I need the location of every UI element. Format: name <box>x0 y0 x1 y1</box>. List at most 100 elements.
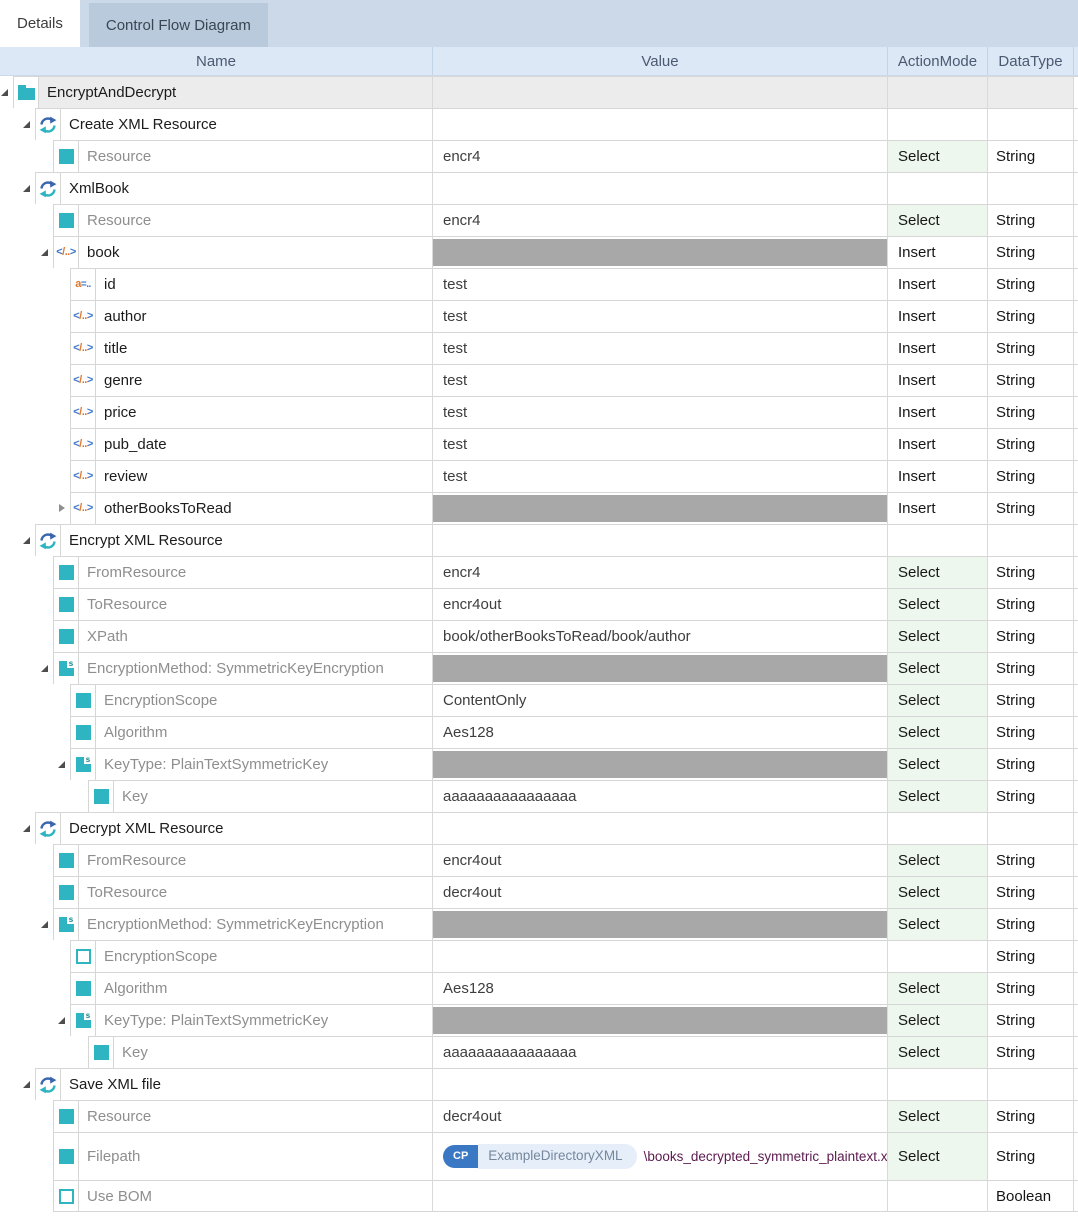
actionmode-cell[interactable]: Insert <box>887 300 987 332</box>
actionmode-cell[interactable] <box>887 108 987 140</box>
value-cell[interactable] <box>432 172 887 204</box>
actionmode-cell[interactable]: Select <box>887 1132 987 1180</box>
unchecked-parameter-icon[interactable] <box>58 1188 74 1204</box>
expander-expanded-icon[interactable] <box>23 184 30 192</box>
actionmode-cell[interactable]: Select <box>887 908 987 940</box>
expander-expanded-icon[interactable] <box>23 536 30 544</box>
tree-row[interactable]: s KeyType: PlainTextSymmetricKey Select Str… <box>0 1004 1078 1036</box>
tree-row[interactable]: XPath book/otherBooksToRead/book/author Se… <box>0 620 1078 652</box>
directory-variable-chip[interactable]: ExampleDirectoryXML <box>478 1143 637 1170</box>
value-cell[interactable]: decr4out <box>432 1100 887 1132</box>
actionmode-cell[interactable]: Select <box>887 876 987 908</box>
actionmode-cell[interactable]: Insert <box>887 268 987 300</box>
checked-parameter-icon[interactable] <box>58 1149 74 1164</box>
actionmode-cell[interactable] <box>887 524 987 556</box>
actionmode-cell[interactable] <box>887 76 987 108</box>
value-cell[interactable]: decr4out <box>432 876 887 908</box>
tree-row[interactable]: Algorithm Aes128 Select String <box>0 972 1078 1004</box>
tree-row[interactable]: Resource decr4out Select String <box>0 1100 1078 1132</box>
value-cell[interactable] <box>432 492 887 524</box>
actionmode-cell[interactable]: Insert <box>887 428 987 460</box>
tree-row[interactable]: FromResource encr4 Select String <box>0 556 1078 588</box>
checked-parameter-icon[interactable] <box>58 565 74 580</box>
actionmode-cell[interactable]: Insert <box>887 396 987 428</box>
value-cell[interactable]: encr4 <box>432 204 887 236</box>
value-cell[interactable]: Aes128 <box>432 972 887 1004</box>
checked-parameter-icon[interactable] <box>58 213 74 228</box>
value-cell[interactable]: Aes128 <box>432 716 887 748</box>
value-cell[interactable] <box>432 1068 887 1100</box>
value-cell[interactable]: test <box>432 396 887 428</box>
actionmode-cell[interactable]: Select <box>887 652 987 684</box>
expander-collapsed-icon[interactable] <box>59 504 65 512</box>
tree-row[interactable]: ToResource encr4out Select String <box>0 588 1078 620</box>
actionmode-cell[interactable]: Select <box>887 1100 987 1132</box>
actionmode-cell[interactable]: Select <box>887 748 987 780</box>
value-cell[interactable]: ContentOnly <box>432 684 887 716</box>
expander-expanded-icon[interactable] <box>23 1080 30 1088</box>
checked-parameter-icon[interactable] <box>58 597 74 612</box>
value-cell[interactable]: encr4 <box>432 556 887 588</box>
actionmode-cell[interactable] <box>887 812 987 844</box>
actionmode-cell[interactable]: Select <box>887 204 987 236</box>
expander-expanded-icon[interactable] <box>23 824 30 832</box>
actionmode-cell[interactable]: Insert <box>887 492 987 524</box>
tree-row[interactable]: Resource encr4 Select String <box>0 204 1078 236</box>
tree-row[interactable]: </..> pub_date test Insert String <box>0 428 1078 460</box>
value-cell[interactable] <box>432 940 887 972</box>
checked-parameter-icon[interactable] <box>58 885 74 900</box>
tree-row[interactable]: s KeyType: PlainTextSymmetricKey Select Str… <box>0 748 1078 780</box>
value-cell[interactable] <box>432 652 887 684</box>
value-cell[interactable] <box>432 1180 887 1212</box>
checked-parameter-icon[interactable] <box>58 149 74 164</box>
value-cell[interactable]: aaaaaaaaaaaaaaaa <box>432 1036 887 1068</box>
expander-expanded-icon[interactable] <box>58 1016 65 1024</box>
value-cell[interactable]: CP ExampleDirectoryXML \books_decrypted_sy… <box>432 1132 887 1180</box>
value-cell[interactable] <box>432 108 887 140</box>
tree-row[interactable]: FromResource encr4out Select String <box>0 844 1078 876</box>
tree-row[interactable]: </..> otherBooksToRead Insert String <box>0 492 1078 524</box>
tree-row[interactable]: </..> title test Insert String <box>0 332 1078 364</box>
value-cell[interactable] <box>432 908 887 940</box>
checked-parameter-icon[interactable] <box>75 981 91 996</box>
actionmode-cell[interactable] <box>887 1180 987 1212</box>
tree-row[interactable]: Create XML Resource <box>0 108 1078 140</box>
value-cell[interactable] <box>432 748 887 780</box>
value-cell[interactable]: test <box>432 332 887 364</box>
value-cell[interactable]: encr4out <box>432 588 887 620</box>
expander-expanded-icon[interactable] <box>1 88 8 96</box>
value-cell[interactable]: test <box>432 364 887 396</box>
actionmode-cell[interactable] <box>887 172 987 204</box>
actionmode-cell[interactable]: Insert <box>887 364 987 396</box>
value-cell[interactable]: encr4out <box>432 844 887 876</box>
actionmode-cell[interactable]: Select <box>887 556 987 588</box>
value-cell[interactable]: book/otherBooksToRead/book/author <box>432 620 887 652</box>
actionmode-cell[interactable]: Select <box>887 780 987 812</box>
tree-row[interactable]: Save XML file <box>0 1068 1078 1100</box>
tree-row[interactable]: </..> genre test Insert String <box>0 364 1078 396</box>
value-cell[interactable] <box>432 1004 887 1036</box>
checked-parameter-icon[interactable] <box>58 853 74 868</box>
tree-row[interactable]: Use BOM Boolean <box>0 1180 1078 1212</box>
actionmode-cell[interactable] <box>887 940 987 972</box>
expander-expanded-icon[interactable] <box>41 664 48 672</box>
actionmode-cell[interactable]: Select <box>887 1004 987 1036</box>
checked-parameter-icon[interactable] <box>93 789 109 804</box>
value-cell[interactable] <box>432 76 887 108</box>
checked-parameter-icon[interactable] <box>58 629 74 644</box>
tree-row[interactable]: Resource encr4 Select String <box>0 140 1078 172</box>
tree-row[interactable]: s EncryptionMethod: SymmetricKeyEncryptio… <box>0 652 1078 684</box>
checked-parameter-icon[interactable] <box>93 1045 109 1060</box>
unchecked-parameter-icon[interactable] <box>75 949 91 964</box>
expander-expanded-icon[interactable] <box>23 120 30 128</box>
actionmode-cell[interactable]: Insert <box>887 460 987 492</box>
actionmode-cell[interactable] <box>887 1068 987 1100</box>
tree-row[interactable]: </..> author test Insert String <box>0 300 1078 332</box>
value-cell[interactable]: test <box>432 428 887 460</box>
tree-row[interactable]: Filepath CP ExampleDirectoryXML \books_decr… <box>0 1132 1078 1180</box>
tree-row[interactable]: Key aaaaaaaaaaaaaaaa Select String <box>0 780 1078 812</box>
actionmode-cell[interactable]: Select <box>887 716 987 748</box>
actionmode-cell[interactable]: Select <box>887 684 987 716</box>
checked-parameter-icon[interactable] <box>75 725 91 740</box>
tree-row[interactable]: a=.. id test Insert String <box>0 268 1078 300</box>
